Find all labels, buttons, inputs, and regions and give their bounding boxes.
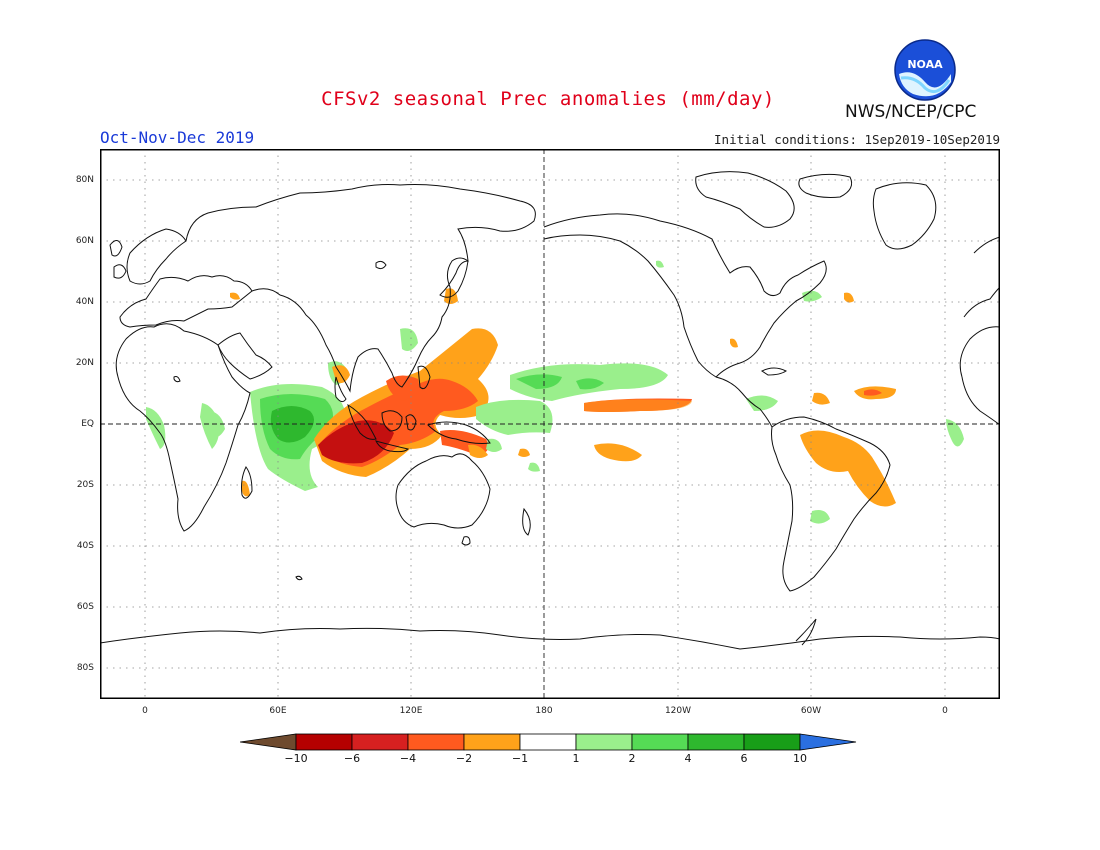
lat-label-40s: 40S	[76, 541, 94, 551]
lon-label-120e: 120E	[399, 706, 423, 716]
season-label: Oct-Nov-Dec 2019	[100, 128, 255, 147]
legend-tick-label: 10	[793, 752, 807, 765]
dry-weak-new-guinea-2	[468, 444, 488, 458]
map-canvas	[99, 149, 1001, 699]
legend-tick-label: −2	[455, 752, 473, 765]
legend-cell	[407, 733, 465, 751]
lon-label-120w: 120W	[664, 706, 692, 716]
dry-weak-med	[230, 292, 240, 300]
coastlines	[99, 171, 1001, 650]
lon-label-60w: 60W	[800, 706, 822, 716]
lat-label-40n: 40N	[75, 297, 94, 307]
map-frame	[100, 149, 1000, 699]
wet-mid-central-pacific	[516, 374, 562, 389]
lat-label-20s: 20S	[76, 480, 94, 490]
wet-weak-guinea	[946, 419, 964, 447]
wet-mid-central-pacific-2	[576, 378, 604, 390]
legend-cell	[743, 733, 801, 751]
reference-lines	[100, 149, 1000, 699]
dry-mid-north	[386, 375, 419, 401]
wet-weak-alaska	[656, 260, 664, 268]
initial-conditions-label: Initial conditions: 1Sep2019-10Sep2019	[714, 132, 1000, 147]
agency-label: NWS/NCEP/CPC	[845, 102, 977, 122]
legend-cell	[519, 733, 577, 751]
legend-cell	[351, 733, 409, 751]
noaa-logo-icon: NOAA	[894, 39, 956, 101]
legend-cell	[463, 733, 521, 751]
dry-mid-atlantic	[864, 389, 882, 396]
graticule	[100, 149, 1000, 699]
wet-weak-sw-pacific	[476, 399, 553, 435]
noaa-logo-text: NOAA	[907, 58, 943, 71]
map-title: CFSv2 seasonal Prec anomalies (mm/day)	[321, 88, 775, 110]
precip-anomaly-map	[99, 149, 1001, 699]
dry-strong-maritime-continent	[318, 420, 394, 464]
lat-label-20n: 20N	[75, 358, 94, 368]
lat-label-60n: 60N	[75, 236, 94, 246]
wet-weak-spcz	[486, 438, 502, 452]
dry-weak-east-pacific-islet	[518, 448, 530, 457]
legend-cell	[295, 733, 353, 751]
legend-arrow-low	[240, 733, 297, 751]
legend-cell	[575, 733, 633, 751]
wet-weak-central-america	[746, 395, 778, 411]
legend-cell	[631, 733, 689, 751]
legend-tick-label: −6	[343, 752, 361, 765]
lon-label-180: 180	[535, 706, 553, 716]
wet-weak-east-africa-2	[210, 411, 225, 437]
dry-weak-mexico	[730, 338, 738, 348]
legend-arrow-high	[799, 733, 857, 751]
lon-label-0: 0	[142, 706, 148, 716]
wet-weak-argentina	[810, 510, 830, 524]
dry-weak-amazon	[800, 430, 896, 507]
dry-weak-caribbean	[812, 392, 830, 405]
dry-weak-north-atlantic	[844, 292, 854, 303]
legend-tick-label: 1	[572, 752, 580, 765]
legend-tick-label: 6	[740, 752, 748, 765]
dry-weak-eq-pacific-2	[584, 399, 692, 412]
wet-weak-sea-of-japan	[400, 328, 418, 351]
wet-weak-north-america	[802, 290, 822, 302]
lat-label-80s: 80S	[76, 663, 94, 673]
legend-tick-label: −10	[284, 752, 308, 765]
color-legend	[240, 733, 857, 751]
lon-label-60e: 60E	[269, 706, 287, 716]
lat-label-eq: EQ	[81, 419, 94, 429]
dry-weak-south-pacific	[594, 443, 642, 462]
lat-label-80n: 80N	[75, 175, 94, 185]
legend-tick-label: 2	[628, 752, 636, 765]
legend-tick-label: −4	[399, 752, 417, 765]
legend-cell	[687, 733, 745, 751]
lat-label-60s: 60S	[76, 602, 94, 612]
lon-label-0-right: 0	[942, 706, 948, 716]
legend-tick-label: −1	[511, 752, 529, 765]
legend-tick-label: 4	[684, 752, 692, 765]
dry-weak-east-pacific-islet-2	[528, 462, 540, 472]
